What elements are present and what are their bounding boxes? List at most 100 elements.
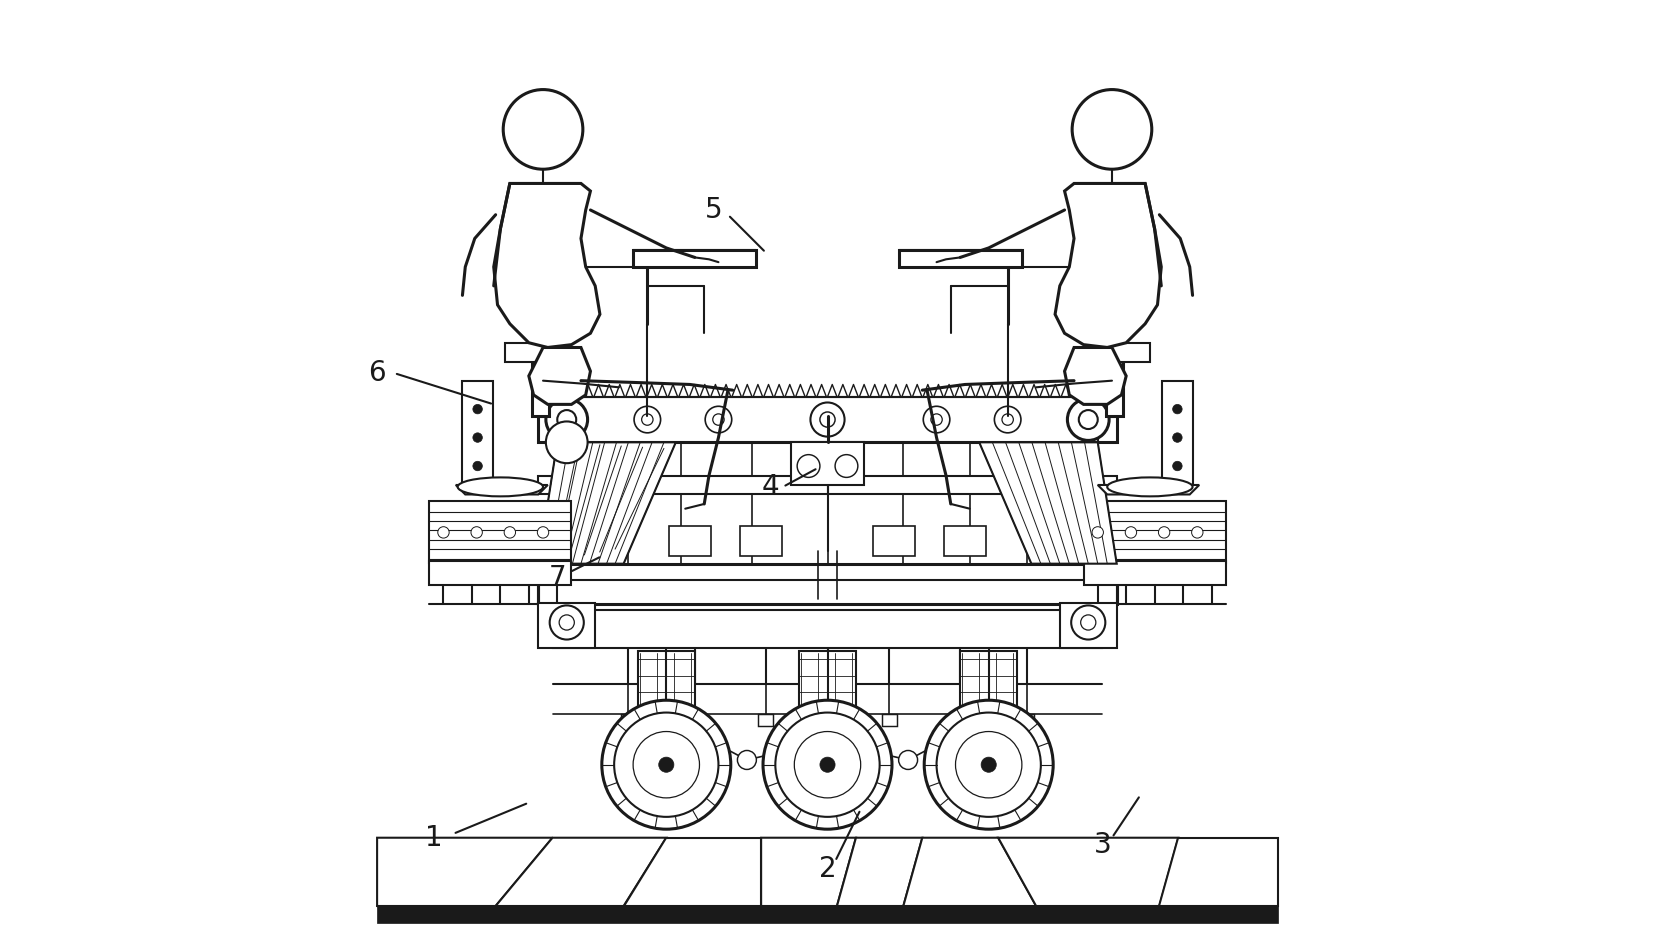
- Circle shape: [473, 404, 482, 414]
- Bar: [1084, 501, 1226, 563]
- Circle shape: [798, 455, 819, 477]
- Circle shape: [738, 750, 756, 769]
- Circle shape: [659, 757, 674, 772]
- Bar: [799, 650, 856, 712]
- Circle shape: [634, 406, 660, 433]
- Circle shape: [1173, 461, 1182, 471]
- Polygon shape: [624, 838, 761, 906]
- Circle shape: [923, 406, 950, 433]
- Bar: [1059, 603, 1117, 648]
- Circle shape: [558, 410, 576, 429]
- Bar: [553, 611, 1102, 648]
- Bar: [531, 264, 549, 416]
- Circle shape: [503, 89, 583, 169]
- Circle shape: [836, 455, 857, 477]
- Circle shape: [1125, 527, 1137, 538]
- Polygon shape: [904, 838, 1036, 906]
- Polygon shape: [1064, 347, 1125, 404]
- Text: 7: 7: [548, 564, 566, 592]
- Bar: [377, 906, 1278, 923]
- Bar: [899, 250, 1021, 267]
- Bar: [740, 526, 781, 556]
- Bar: [1106, 264, 1124, 416]
- Circle shape: [1092, 527, 1104, 538]
- Circle shape: [549, 606, 584, 639]
- Circle shape: [1192, 527, 1203, 538]
- Bar: [943, 526, 986, 556]
- Bar: [791, 442, 864, 485]
- Bar: [538, 476, 1117, 495]
- Bar: [874, 526, 915, 556]
- Polygon shape: [980, 442, 1117, 564]
- Polygon shape: [1056, 184, 1162, 347]
- Text: 6: 6: [369, 359, 386, 387]
- Bar: [538, 603, 596, 648]
- Circle shape: [811, 402, 844, 437]
- Polygon shape: [1160, 838, 1278, 906]
- Circle shape: [995, 406, 1021, 433]
- Circle shape: [775, 712, 880, 817]
- Text: 1: 1: [425, 824, 444, 852]
- Circle shape: [473, 433, 482, 442]
- Polygon shape: [377, 838, 553, 906]
- Polygon shape: [761, 838, 856, 906]
- Ellipse shape: [458, 477, 543, 496]
- Text: 2: 2: [819, 855, 836, 883]
- Polygon shape: [495, 838, 667, 906]
- Circle shape: [505, 527, 516, 538]
- Circle shape: [819, 757, 836, 772]
- Circle shape: [634, 731, 700, 798]
- Bar: [1162, 380, 1193, 485]
- Circle shape: [642, 414, 654, 425]
- Circle shape: [1072, 89, 1152, 169]
- Bar: [558, 397, 1097, 442]
- Polygon shape: [455, 485, 548, 495]
- Circle shape: [937, 712, 1041, 817]
- Bar: [758, 714, 773, 726]
- Bar: [634, 250, 756, 267]
- Bar: [960, 650, 1018, 712]
- Bar: [429, 561, 571, 585]
- Circle shape: [614, 712, 718, 817]
- Circle shape: [930, 414, 942, 425]
- Circle shape: [1001, 414, 1013, 425]
- Circle shape: [806, 744, 849, 786]
- Circle shape: [538, 527, 549, 538]
- Circle shape: [472, 527, 482, 538]
- Circle shape: [1173, 404, 1182, 414]
- Polygon shape: [530, 347, 591, 404]
- Polygon shape: [1097, 485, 1200, 495]
- Circle shape: [1158, 527, 1170, 538]
- Circle shape: [1067, 398, 1109, 440]
- Circle shape: [713, 414, 725, 425]
- Bar: [1019, 714, 1034, 726]
- Circle shape: [981, 757, 996, 772]
- Polygon shape: [493, 184, 599, 347]
- Bar: [669, 526, 712, 556]
- Text: 5: 5: [705, 196, 723, 224]
- Bar: [687, 714, 702, 726]
- Bar: [819, 714, 836, 726]
- Text: 3: 3: [1094, 831, 1112, 860]
- Text: 4: 4: [761, 473, 780, 501]
- Polygon shape: [837, 838, 922, 906]
- Circle shape: [819, 412, 836, 427]
- Bar: [621, 714, 636, 726]
- Circle shape: [899, 750, 917, 769]
- Circle shape: [794, 731, 861, 798]
- Circle shape: [923, 700, 1053, 829]
- Bar: [882, 714, 897, 726]
- Bar: [429, 501, 571, 563]
- Circle shape: [763, 700, 892, 829]
- Ellipse shape: [1107, 477, 1193, 496]
- Circle shape: [1081, 615, 1096, 631]
- Bar: [505, 342, 551, 361]
- Circle shape: [559, 615, 574, 631]
- Circle shape: [968, 744, 1010, 786]
- Circle shape: [546, 421, 588, 463]
- Bar: [1104, 342, 1150, 361]
- Bar: [953, 714, 968, 726]
- Circle shape: [439, 527, 449, 538]
- Bar: [462, 380, 493, 485]
- Bar: [538, 416, 1117, 442]
